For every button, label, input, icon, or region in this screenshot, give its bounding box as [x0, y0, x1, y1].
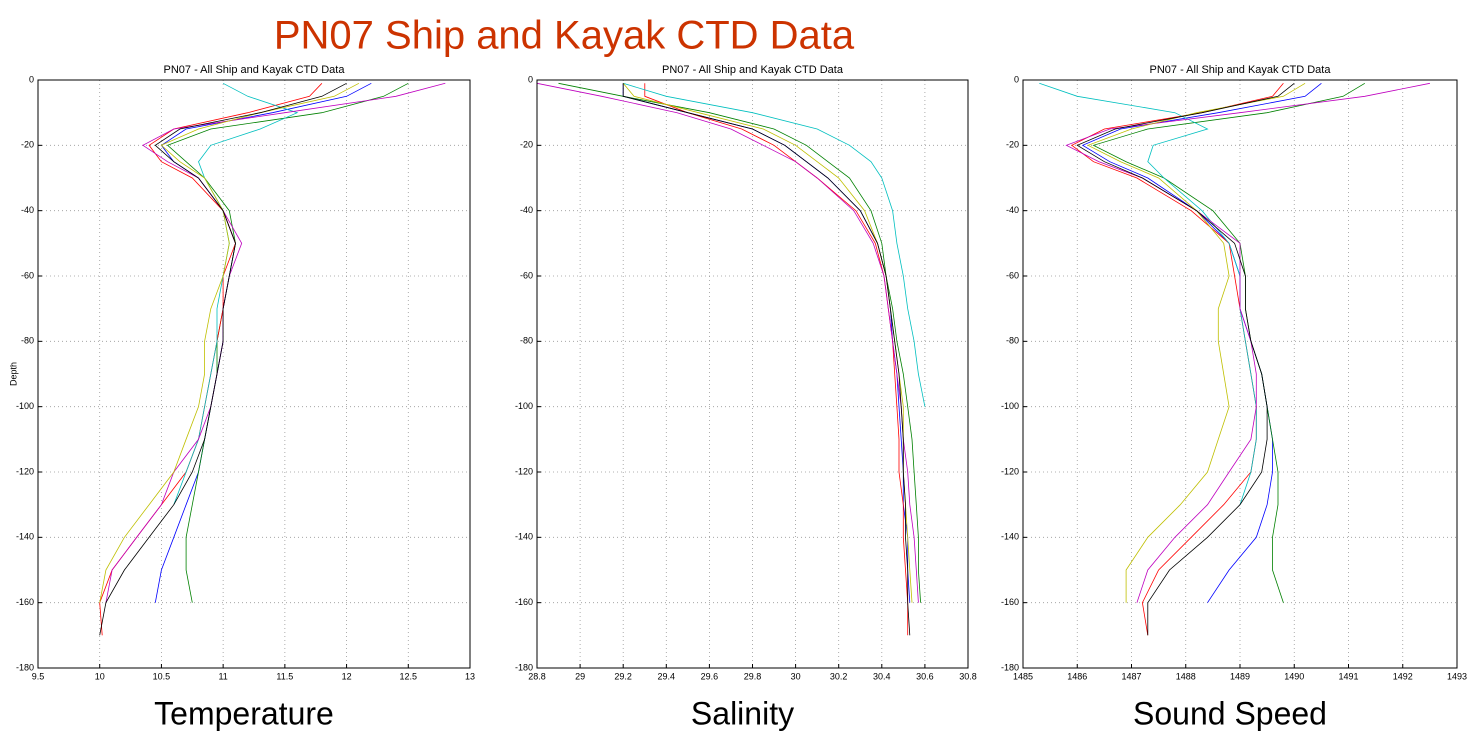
profile-line: [622, 83, 911, 636]
x-tick-label: 1486: [1067, 671, 1087, 681]
plot-frame: [536, 79, 969, 669]
plot-frame: [1022, 79, 1458, 669]
chart-title: PN07 - All Ship and Kayak CTD Data: [1150, 64, 1332, 76]
y-tick-label: -100: [515, 401, 533, 411]
y-tick-label: -160: [515, 597, 533, 607]
y-tick-label: -20: [520, 140, 533, 150]
profile-line: [536, 82, 919, 603]
y-tick-label: -100: [16, 401, 34, 411]
x-tick-label: 30.6: [916, 671, 934, 681]
y-tick-label: -40: [520, 205, 533, 215]
y-tick-label: -60: [21, 270, 34, 280]
chart-caption: Temperature: [154, 695, 334, 731]
y-tick-label: -180: [1001, 662, 1019, 672]
x-tick-label: 10: [95, 671, 105, 681]
y-tick-label: -80: [520, 336, 533, 346]
y-tick-label: -160: [1001, 597, 1019, 607]
profile-line: [99, 82, 347, 636]
plot-area: [38, 80, 470, 668]
x-tick-label: 12.5: [400, 671, 418, 681]
y-tick-label: 0: [1014, 74, 1019, 84]
profile-line: [1076, 82, 1295, 636]
y-tick-label: -160: [16, 597, 34, 607]
x-tick-label: 1485: [1013, 671, 1033, 681]
x-tick-label: 29.8: [744, 671, 762, 681]
x-tick-label: 1487: [1121, 671, 1141, 681]
y-tick-label: 0: [528, 74, 533, 84]
y-tick-label: -120: [515, 466, 533, 476]
x-tick-label: 13: [465, 671, 475, 681]
y-axis-label: Depth: [8, 362, 18, 386]
x-tick-label: 1490: [1284, 671, 1304, 681]
profile-line: [1065, 82, 1430, 603]
chart-title: PN07 - All Ship and Kayak CTD Data: [164, 64, 346, 76]
y-tick-label: -180: [16, 662, 34, 672]
y-tick-label: -120: [16, 466, 34, 476]
y-tick-label: -60: [520, 270, 533, 280]
y-tick-label: -140: [515, 532, 533, 542]
profile-line: [1087, 82, 1306, 603]
plot-area: [1023, 80, 1457, 668]
y-tick-label: -60: [1006, 270, 1019, 280]
y-tick-label: -80: [21, 336, 34, 346]
chart-caption: Sound Speed: [1133, 695, 1327, 731]
y-tick-label: -20: [1006, 140, 1019, 150]
x-tick-label: 30.8: [959, 671, 977, 681]
y-tick-label: -20: [21, 140, 34, 150]
x-tick-label: 28.8: [528, 671, 546, 681]
x-tick-label: 30: [791, 671, 801, 681]
y-tick-label: -120: [1001, 466, 1019, 476]
y-tick-label: -100: [1001, 401, 1019, 411]
plot-frame: [37, 79, 471, 669]
x-tick-label: 11.5: [276, 671, 293, 681]
y-tick-label: -40: [1006, 205, 1019, 215]
chart-title: PN07 - All Ship and Kayak CTD Data: [662, 64, 844, 76]
y-tick-label: -140: [16, 532, 34, 542]
x-tick-label: 29.6: [701, 671, 719, 681]
x-tick-label: 1489: [1230, 671, 1250, 681]
x-tick-label: 1492: [1393, 671, 1413, 681]
x-tick-label: 30.4: [873, 671, 891, 681]
y-tick-label: -80: [1006, 336, 1019, 346]
plot-area: [537, 80, 968, 668]
y-tick-label: -40: [21, 205, 34, 215]
x-tick-label: 29.2: [614, 671, 632, 681]
x-tick-label: 9.5: [32, 671, 45, 681]
profile-line: [99, 82, 360, 603]
chart-caption: Salinity: [691, 695, 794, 731]
profile-line: [623, 82, 926, 407]
x-tick-label: 1491: [1338, 671, 1358, 681]
x-tick-label: 29.4: [658, 671, 676, 681]
y-tick-label: -180: [515, 662, 533, 672]
x-tick-label: 1493: [1447, 671, 1467, 681]
x-tick-label: 12: [342, 671, 352, 681]
x-tick-label: 10.5: [153, 671, 171, 681]
x-tick-label: 29: [575, 671, 585, 681]
slide-title: PN07 Ship and Kayak CTD Data: [274, 14, 855, 58]
x-tick-label: 1488: [1176, 671, 1196, 681]
profile-line: [558, 82, 921, 603]
y-tick-label: -140: [1001, 532, 1019, 542]
x-tick-label: 30.2: [830, 671, 848, 681]
profile-line: [1039, 82, 1257, 505]
y-tick-label: 0: [29, 74, 34, 84]
x-tick-label: 11: [218, 671, 227, 681]
